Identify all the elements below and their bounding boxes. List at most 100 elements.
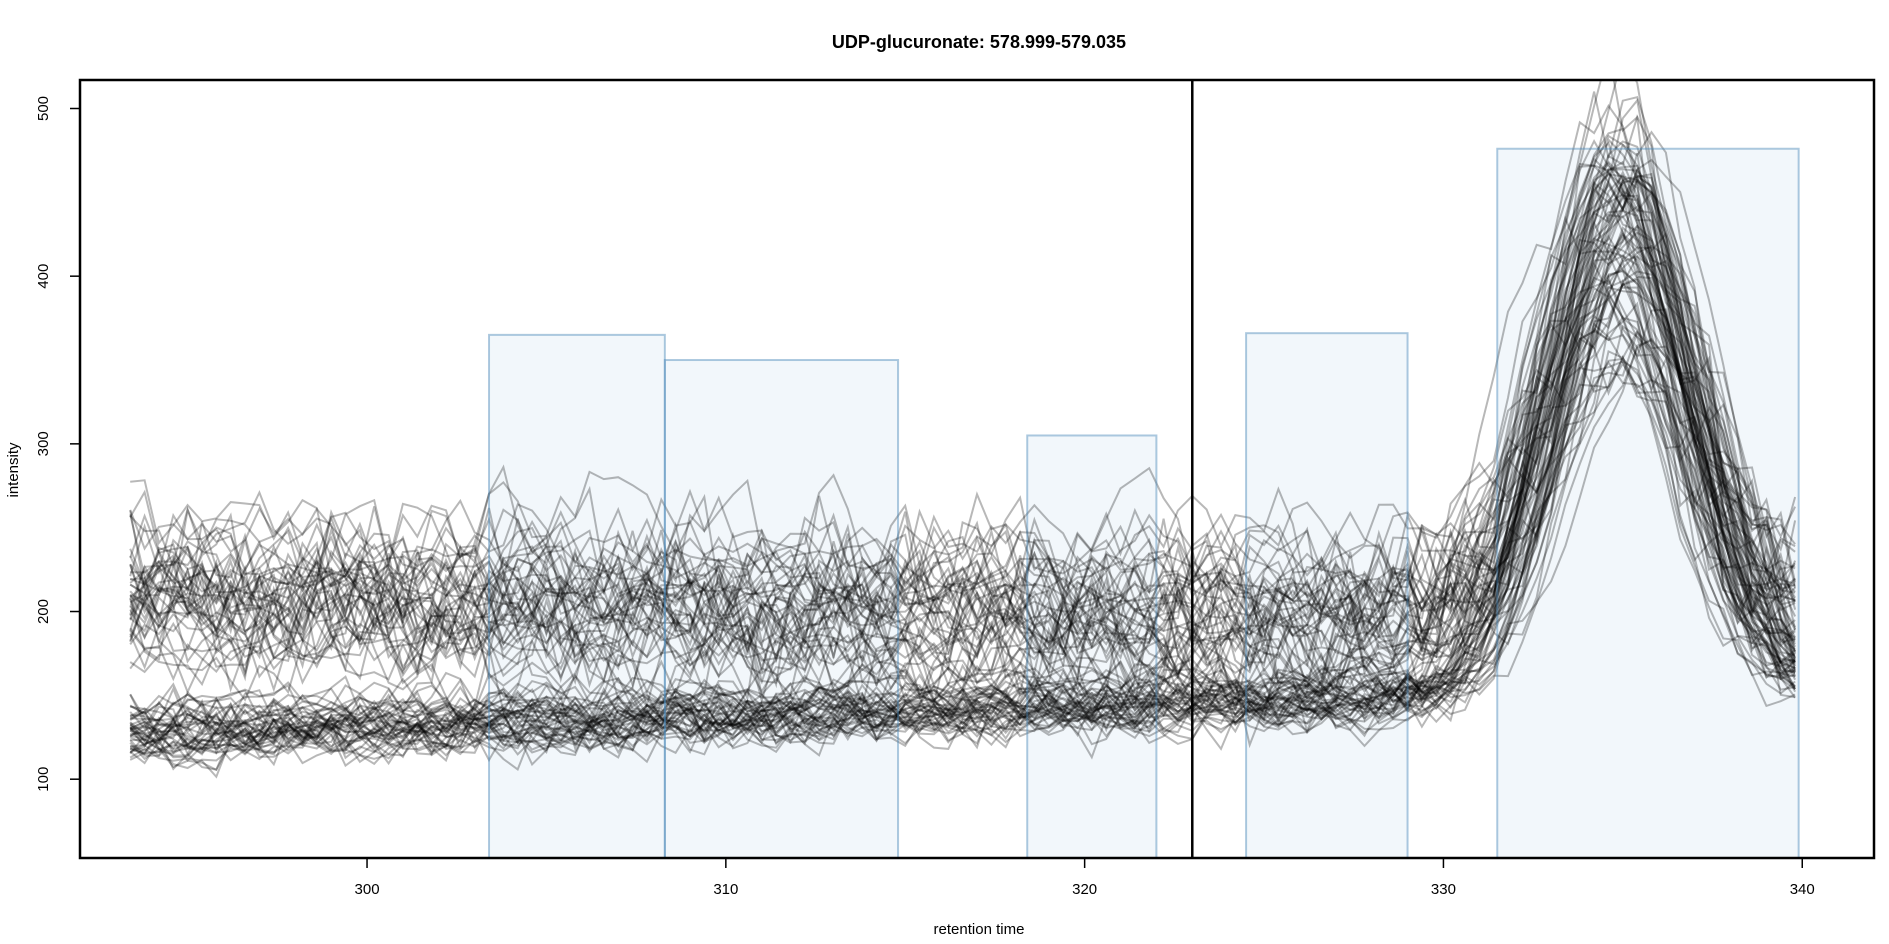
plot-area: 300 310 320 330 340 100 200 300 400 500	[35, 78, 1876, 898]
trace-line	[129, 286, 1796, 749]
trace-line	[129, 255, 1796, 771]
trace-line	[129, 327, 1797, 656]
trace-line	[129, 138, 1796, 699]
trace-line	[129, 330, 1796, 696]
peak-region-fill-4	[1246, 333, 1408, 859]
trace-line	[129, 164, 1796, 779]
y-tick-label: 400	[35, 264, 52, 289]
trace-line	[130, 322, 1796, 726]
trace-line	[129, 290, 1796, 676]
trace-line	[130, 169, 1796, 610]
trace-line	[129, 259, 1796, 687]
peak-region-fill-5	[1497, 148, 1799, 858]
trace-line	[129, 250, 1796, 755]
trace-line	[129, 209, 1796, 752]
x-tick-label: 340	[1790, 881, 1815, 898]
trace-line	[129, 130, 1796, 648]
trace-line	[129, 204, 1797, 746]
y-axis-label: intensity	[5, 442, 22, 498]
trace-line	[129, 157, 1796, 754]
y-tick-label: 300	[35, 431, 52, 456]
trace-line	[129, 226, 1796, 743]
trace-line	[129, 174, 1796, 648]
trace-line	[129, 198, 1796, 731]
trace-line	[129, 134, 1796, 771]
trace-line	[129, 360, 1797, 667]
trace-line	[129, 308, 1796, 644]
trace-line	[129, 175, 1797, 676]
peak-region-fill-3	[1027, 435, 1157, 858]
trace-line	[130, 355, 1796, 770]
trace-line	[129, 98, 1796, 650]
trace-line	[129, 127, 1796, 709]
trace-line	[129, 279, 1796, 772]
trace-line	[129, 360, 1796, 724]
trace-line	[130, 160, 1796, 756]
trace-line	[129, 177, 1797, 706]
trace-line	[129, 237, 1796, 749]
y-axis: 100 200 300 400 500	[35, 96, 80, 792]
trace-line	[129, 215, 1796, 767]
trace-line	[129, 172, 1796, 749]
trace-line	[129, 91, 1797, 710]
y-tick-label: 200	[35, 599, 52, 624]
trace-line	[129, 339, 1796, 750]
x-tick-label: 310	[713, 881, 738, 898]
trace-line	[129, 278, 1796, 753]
trace-line	[129, 337, 1797, 756]
trace-line	[129, 173, 1796, 766]
trace-line	[129, 80, 1796, 689]
trace-line	[129, 161, 1796, 630]
trace-line	[129, 270, 1796, 726]
trace-line	[129, 164, 1797, 686]
trace-line	[129, 205, 1796, 612]
trace-line	[129, 268, 1797, 634]
peak-region-fill-1	[489, 334, 665, 858]
trace-line	[129, 80, 1796, 699]
trace-line	[129, 140, 1796, 762]
chart-title: UDP-glucuronate: 578.999-579.035	[832, 32, 1126, 52]
x-axis-label: retention time	[934, 921, 1025, 938]
trace-line	[130, 231, 1797, 604]
trace-line	[129, 357, 1796, 751]
trace-line	[129, 180, 1796, 760]
trace-line	[129, 330, 1796, 630]
trace-line	[129, 301, 1796, 627]
trace-line	[129, 276, 1796, 698]
trace-line	[129, 273, 1796, 724]
trace-line	[129, 174, 1796, 682]
trace-line	[129, 234, 1796, 749]
trace-line	[129, 244, 1797, 709]
trace-line	[129, 197, 1796, 660]
trace-line	[129, 178, 1797, 707]
trace-line	[129, 234, 1796, 666]
y-tick-label: 100	[35, 767, 52, 792]
trace-line	[129, 324, 1796, 687]
trace-line	[129, 114, 1796, 646]
peak-region-fills	[489, 148, 1799, 859]
trace-line	[130, 176, 1796, 746]
trace-line	[129, 152, 1796, 675]
trace-line	[129, 297, 1796, 754]
trace-lines	[129, 80, 1797, 779]
trace-line	[129, 169, 1796, 711]
trace-line	[129, 141, 1796, 656]
trace-line	[129, 282, 1797, 757]
trace-line	[129, 270, 1797, 727]
x-tick-label: 320	[1072, 881, 1097, 898]
trace-line	[129, 168, 1796, 763]
trace-line	[129, 224, 1797, 766]
trace-line	[129, 187, 1796, 758]
plot-frame	[78, 78, 1876, 860]
x-axis: 300 310 320 330 340	[355, 858, 1815, 898]
trace-line	[129, 224, 1796, 725]
trace-line	[130, 292, 1796, 750]
trace-line	[129, 232, 1796, 685]
trace-line	[129, 243, 1796, 767]
trace-line	[129, 329, 1797, 655]
trace-line	[129, 254, 1796, 768]
y-tick-label: 500	[35, 96, 52, 121]
trace-line	[129, 172, 1796, 634]
trace-line	[129, 181, 1797, 711]
